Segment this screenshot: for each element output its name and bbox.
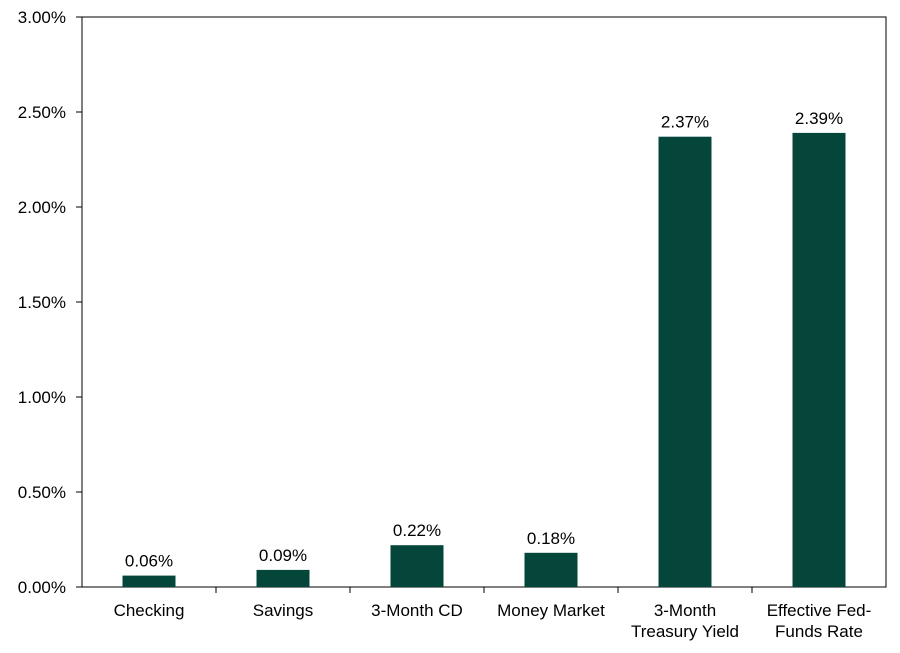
y-tick-label: 1.00% <box>18 388 66 407</box>
bars <box>122 132 846 587</box>
bar <box>524 552 578 587</box>
data-label: 2.37% <box>661 113 709 132</box>
y-tick-label: 3.00% <box>18 8 66 27</box>
x-category-label: Checking <box>114 601 185 620</box>
bar <box>122 575 176 587</box>
bar <box>658 136 712 587</box>
y-tick-label: 2.00% <box>18 198 66 217</box>
y-tick-label: 0.00% <box>18 578 66 597</box>
data-labels: 0.06% 0.09% 0.22% 0.18% 2.37% 2.39% <box>125 109 843 571</box>
x-category-label: Money Market <box>497 601 605 620</box>
data-label: 2.39% <box>795 109 843 128</box>
data-label: 0.18% <box>527 529 575 548</box>
bar <box>256 569 310 587</box>
y-tick-label: 2.50% <box>18 103 66 122</box>
y-tick-label: 0.50% <box>18 483 66 502</box>
x-category-label: Effective Fed-Funds Rate <box>767 601 872 641</box>
bar <box>792 132 846 587</box>
bar <box>390 545 444 587</box>
x-category-label: 3-Month CD <box>371 601 463 620</box>
data-label: 0.22% <box>393 521 441 540</box>
y-tick-label: 1.50% <box>18 293 66 312</box>
x-category-label: Savings <box>253 601 313 620</box>
y-axis-ticks: 0.00% 0.50% 1.00% 1.50% 2.00% 2.50% 3.00% <box>18 8 82 597</box>
plot-area-border <box>81 16 887 588</box>
data-label: 0.06% <box>125 552 173 571</box>
x-category-label: 3-Month Treasury Yield <box>631 601 739 641</box>
data-label: 0.09% <box>259 546 307 565</box>
chart-axes <box>81 16 887 593</box>
x-axis-categories: Checking Savings 3-Month CD Money Market 3-M… <box>114 601 872 641</box>
